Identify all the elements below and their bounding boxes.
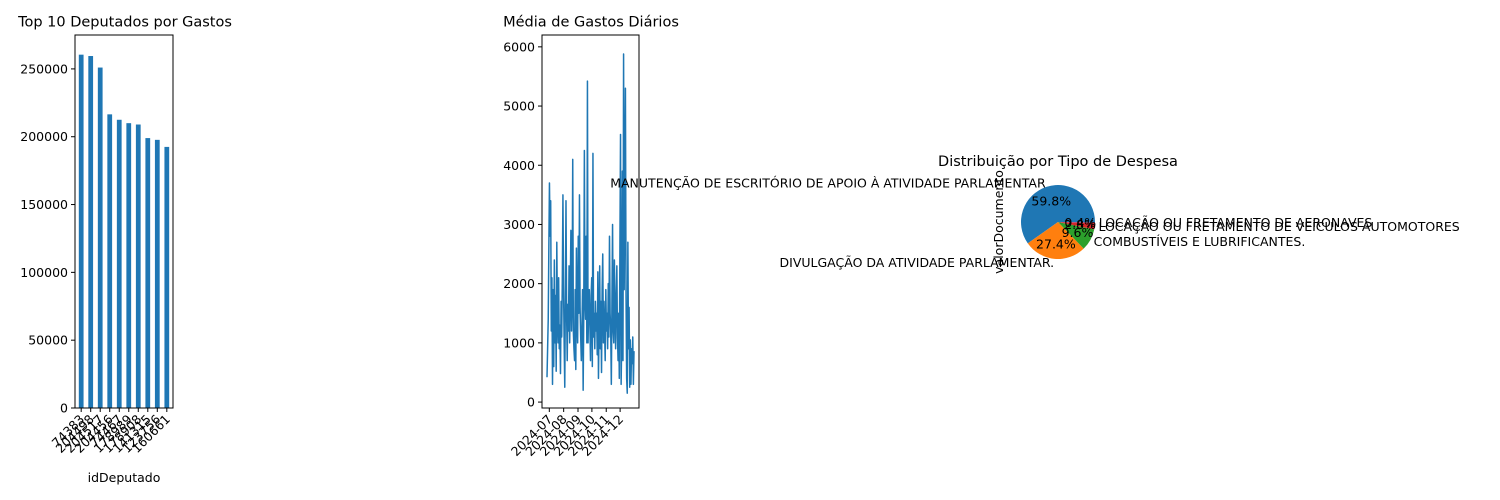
pie-slice-label: DIVULGAÇÃO DA ATIVIDADE PARLAMENTAR.: [780, 255, 1055, 270]
pie-slice-percent: 0.4%: [1064, 215, 1096, 230]
pie-slice-label: MANUTENÇÃO DE ESCRITÓRIO DE APOIO À ATIV…: [610, 176, 1046, 191]
bar-chart-xlabel: idDeputado: [88, 470, 161, 485]
pie-chart: Distribuição por Tipo de Despesa valorDo…: [610, 154, 1460, 274]
pie-slice-0: [1020, 185, 1095, 244]
bar-74467: [116, 119, 122, 408]
bar-ytick-label: 200000: [20, 129, 68, 144]
pie-slice-3: [1058, 222, 1095, 230]
bar-204498: [88, 56, 94, 409]
pie-slice-percent: 9.6%: [1062, 225, 1094, 240]
bar-chart-title: Top 10 Deputados por Gastos: [17, 15, 232, 31]
pie-slice-2: [1058, 222, 1095, 249]
line-chart-title: Média de Gastos Diários: [503, 15, 679, 31]
pie-slice-1: [1027, 222, 1084, 259]
bar-204517: [97, 67, 103, 408]
line-ytick-label: 3000: [503, 217, 535, 232]
pie-slice-label: LOCAÇÃO OU FRETAMENTO DE AERONAVES: [1099, 215, 1373, 230]
line-chart-frame: [541, 34, 640, 409]
line-ytick-label: 5000: [503, 99, 535, 114]
bar-ytick-label: 150000: [20, 197, 68, 212]
bar-ytick-label: 0: [60, 401, 68, 416]
bar-ytick-label: 250000: [20, 61, 68, 76]
bar-178908: [135, 124, 141, 409]
pie-slice-label: COMBUSTÍVEIS E LUBRIFICANTES.: [1094, 234, 1306, 249]
pie-slice-4: [1058, 222, 1095, 223]
bar-chart-frame: [74, 34, 174, 409]
line-ytick-label: 1000: [503, 335, 535, 350]
line-series-daily-average: [546, 53, 635, 394]
bar-chart: Top 10 Deputados por Gastos 0 50000 100000…: [17, 15, 232, 486]
bar-204456: [107, 114, 113, 408]
bar-ytick-label: 50000: [28, 333, 68, 348]
bar-74383: [78, 54, 84, 409]
bar-141315: [145, 138, 151, 409]
pie-chart-ylabel: valorDocumento: [991, 170, 1006, 274]
line-ytick-label: 2000: [503, 276, 535, 291]
pie-slice-label: LOCAÇÃO OU FRETAMENTO DE VEÍCULOS AUTOMO…: [1098, 219, 1459, 234]
line-ytick-label: 6000: [503, 39, 535, 54]
line-ytick-label: 4000: [503, 158, 535, 173]
bar-178989: [126, 123, 132, 408]
bar-123756: [154, 139, 160, 408]
pie-slice-percent: 2.8%: [1064, 217, 1096, 232]
pie-slice-percent: 27.4%: [1036, 237, 1076, 252]
pie-slice-percent: 59.8%: [1031, 193, 1071, 208]
line-ytick-label: 0: [527, 395, 535, 410]
line-chart: Média de Gastos Diários 0 1000 2000 3000 400…: [503, 15, 679, 460]
pie-chart-title: Distribuição por Tipo de Despesa: [938, 154, 1178, 170]
bar-ytick-label: 100000: [20, 265, 68, 280]
bar-160661: [164, 146, 170, 408]
